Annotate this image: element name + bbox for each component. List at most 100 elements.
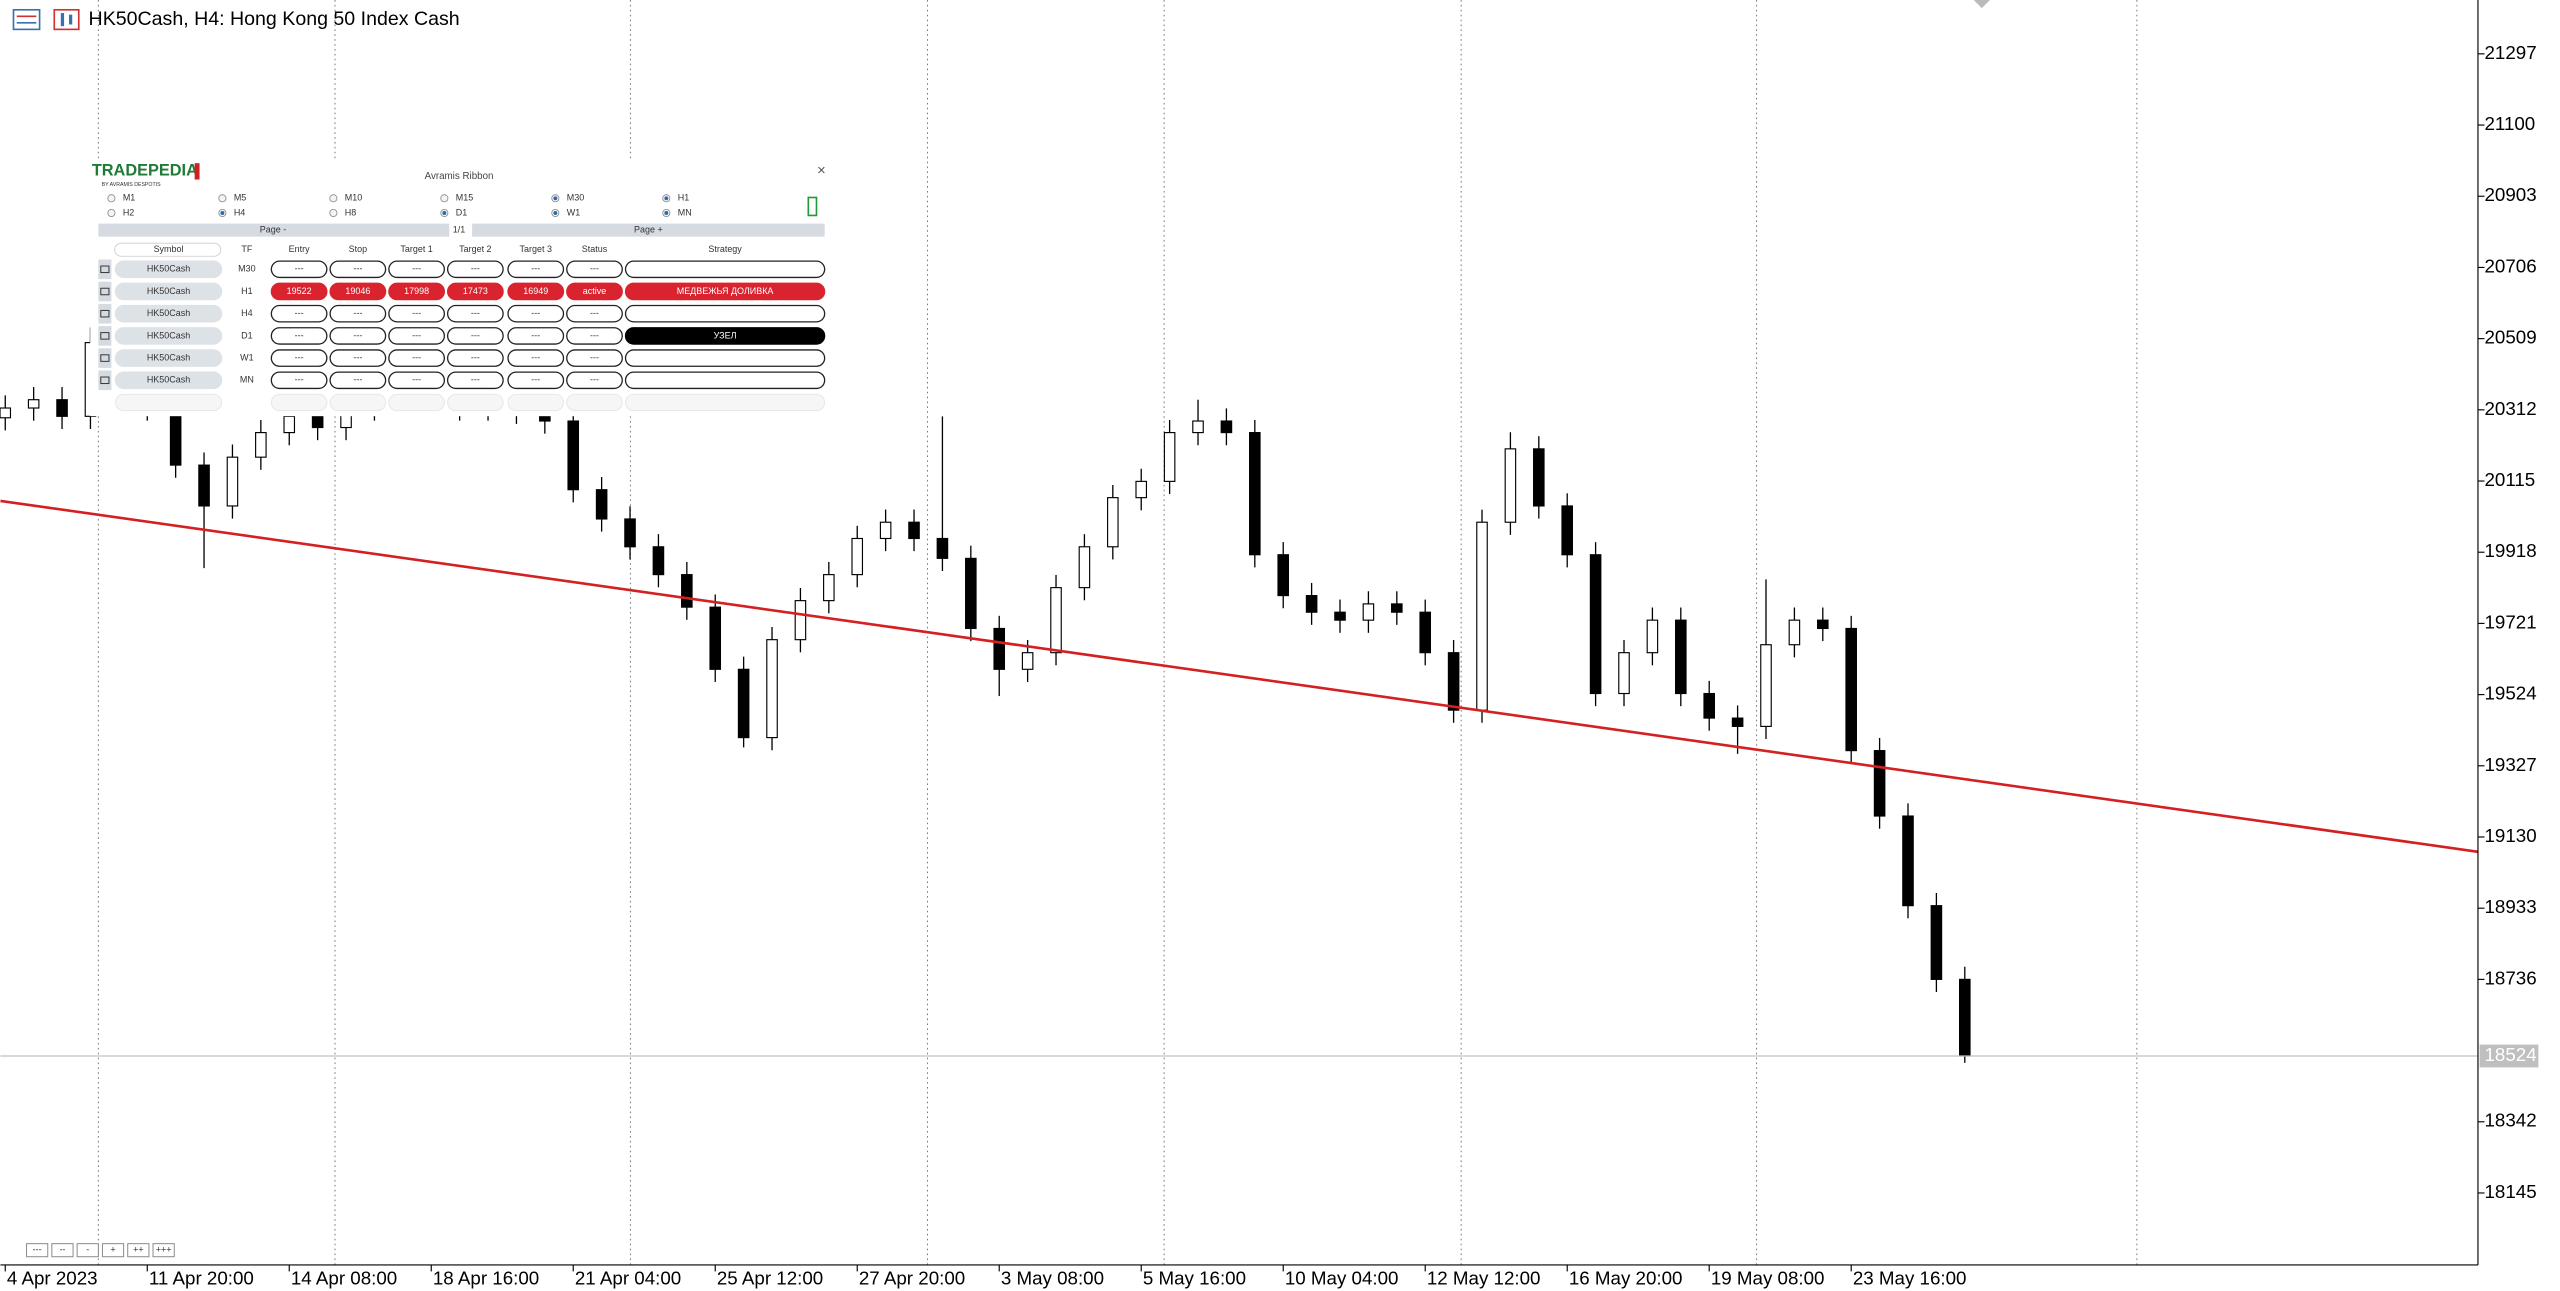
table-cell: --- [295,375,304,385]
zoom-button[interactable] [26,1243,49,1258]
timeframe-label: H4 [234,207,245,217]
row-icon[interactable] [100,376,110,385]
cell-box [270,304,328,323]
cell-box [270,349,328,367]
zoom-button[interactable] [51,1243,74,1258]
zoom-button[interactable] [127,1243,150,1258]
row-icon[interactable] [100,265,110,274]
timeframe-label: H2 [123,207,134,217]
y-tick-label: 20115 [2484,469,2535,490]
cell-box [329,260,387,279]
candle-body [1646,619,1659,654]
column-header: Status [582,244,608,254]
cell-box [388,282,446,301]
timeframe-radio[interactable] [329,208,338,217]
x-tick-label: 16 May 20:00 [1569,1268,1683,1289]
zoom-button-label: --- [33,1245,42,1255]
table-cell: 17998 [404,286,429,296]
y-tick-label: 19130 [2484,825,2536,846]
cell-box [329,349,387,367]
table-cell: --- [412,352,421,362]
timeframe-radio[interactable] [107,208,116,217]
empty-cell [566,393,623,412]
zoom-button-label: + [110,1245,115,1255]
x-tick-label: 3 May 08:00 [1001,1268,1104,1289]
page-prev-button[interactable] [98,223,450,237]
icon-window[interactable] [12,8,41,31]
candle-body [595,489,608,520]
table-cell: --- [471,330,480,340]
x-tick-label: 4 Apr 2023 [7,1268,98,1289]
cell-box [446,349,504,367]
icon-chart[interactable] [53,8,80,31]
zoom-button[interactable] [152,1243,175,1258]
cell-box [114,282,223,301]
timeframe-radio[interactable] [218,194,227,203]
zoom-button[interactable] [76,1243,99,1258]
cell-box [114,260,223,279]
empty-cell [388,393,445,412]
row-icon[interactable] [100,354,110,362]
candle-body [1760,644,1772,727]
table-cell: --- [590,352,599,362]
candle-body [908,521,920,540]
table-cell: 17473 [463,286,488,296]
timeframe-radio[interactable] [329,194,338,203]
cell-box [566,282,623,301]
table-cell: --- [531,375,540,385]
cell-box [114,349,223,367]
candle-body [1447,652,1460,711]
table-cell: --- [353,375,362,385]
close-button[interactable]: × [817,163,826,179]
timeframe-label: H8 [345,207,356,217]
table-cell: W1 [240,352,253,362]
row-handle [98,326,112,346]
row-icon[interactable] [100,332,110,340]
row-icon[interactable] [100,287,110,296]
candle-body [1163,432,1176,482]
cell-box [566,349,623,367]
zoom-button[interactable] [101,1243,125,1258]
cell-box [388,371,446,390]
timeframe-radio[interactable] [440,194,449,203]
x-tick-label: 25 Apr 12:00 [717,1268,823,1289]
cell-box [566,304,623,323]
candle-body [936,537,949,559]
table-cell: --- [295,264,304,274]
cell-box [270,371,328,390]
row-handle [98,303,112,324]
timeframe-radio[interactable] [107,194,116,203]
page-next-button[interactable] [472,223,825,237]
candle-body [1220,420,1233,434]
table-cell: --- [471,375,480,385]
candle-body [1533,448,1545,507]
cell-box [114,304,223,323]
page-next-label: Page + [634,225,663,235]
candle-body [993,627,1006,670]
timeframe-label: D1 [456,207,467,217]
candle-body [1504,448,1517,523]
candle-body [1675,619,1687,695]
candle-body [652,546,665,576]
candle-body [1078,546,1091,589]
candle-body [1788,619,1801,646]
zoom-button-label: ++ [133,1245,143,1255]
candle-body [1135,480,1148,499]
trend-line [0,499,2479,854]
cell-box [329,282,387,301]
table-cell: --- [295,330,304,340]
y-tick-label: 20903 [2484,184,2536,205]
cell-box [270,260,328,279]
candle-body [0,407,12,419]
table-cell: --- [590,308,599,318]
table-cell: --- [531,264,540,274]
candle-body [1589,554,1602,695]
row-icon[interactable] [100,309,110,318]
column-header: Stop [349,244,367,254]
cell-box [624,327,826,345]
candle-body [1902,815,1914,907]
logo-mark [194,163,200,180]
candle-body [1305,595,1318,613]
timeframe-label: M1 [123,193,135,203]
